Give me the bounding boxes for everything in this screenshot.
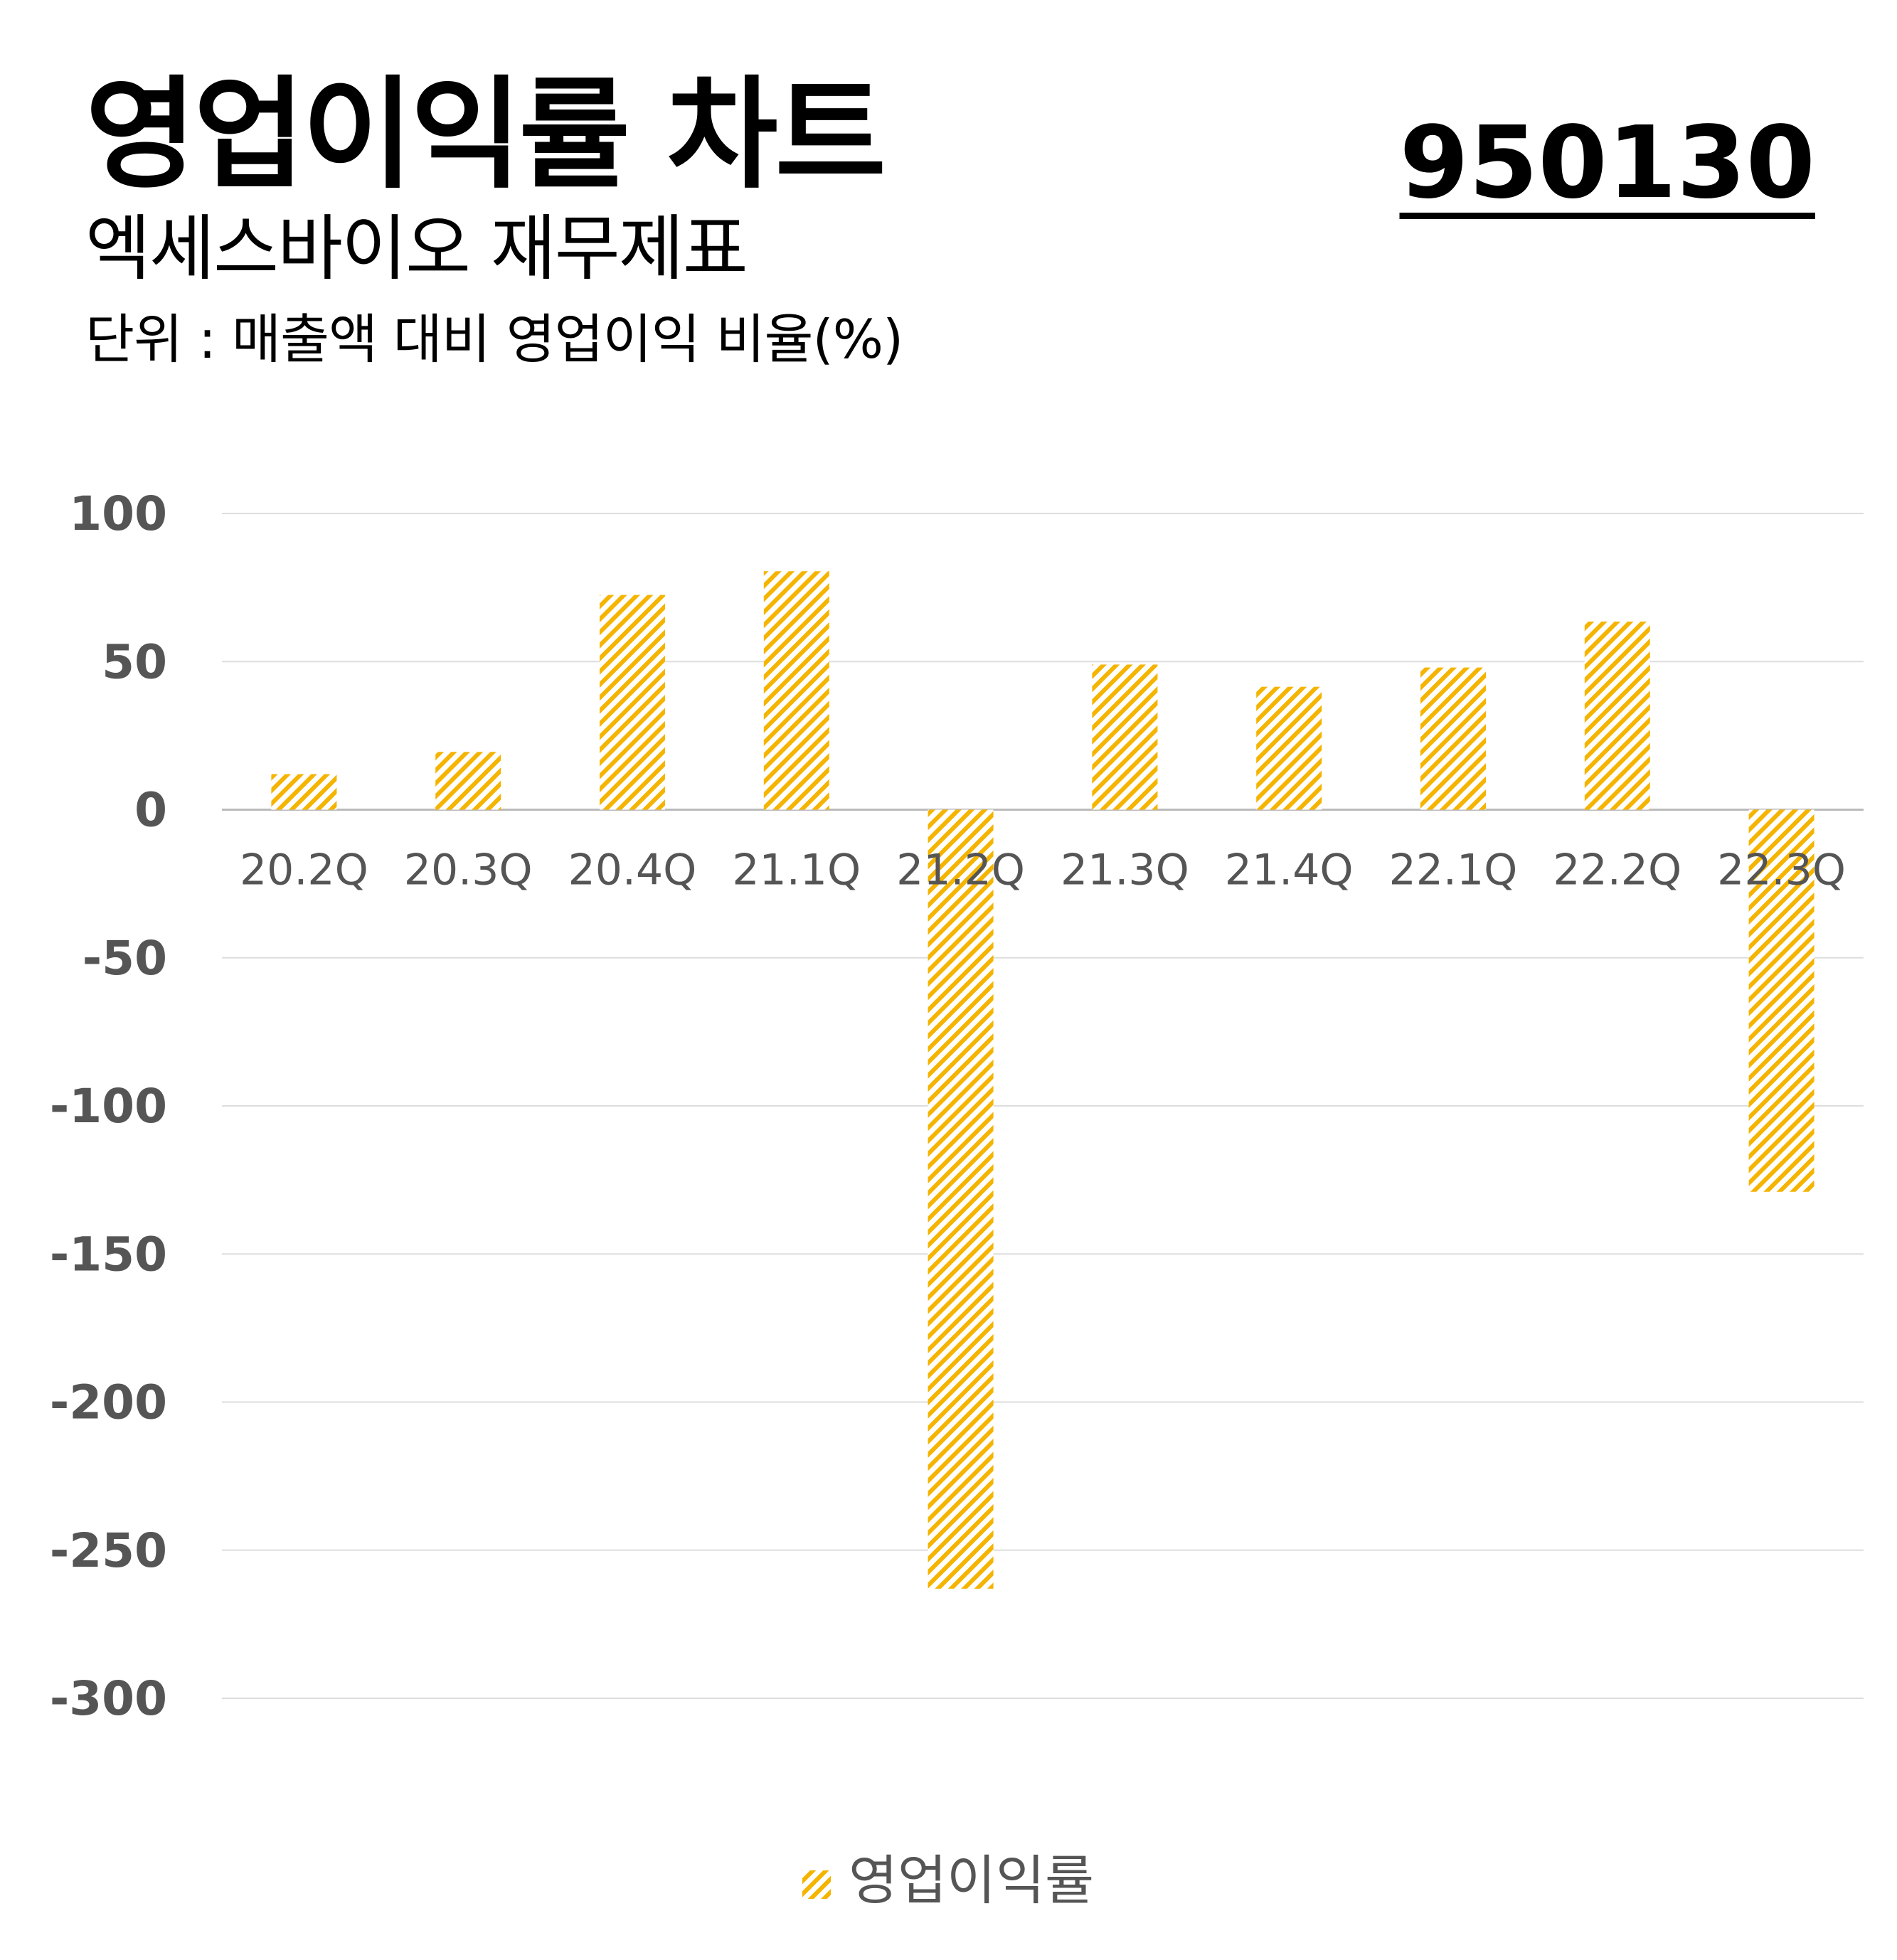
bar-22.3Q (1748, 809, 1814, 1192)
bar-20.3Q (435, 752, 501, 810)
legend-swatch (802, 1870, 831, 1899)
y-tick-label: 100 (69, 486, 167, 541)
y-axis-ticks: 100 50 0 -50 -100 -150 -200 -250 -300 (50, 486, 167, 1726)
bar-22.1Q (1420, 667, 1486, 810)
x-tick-label: 21.1Q (732, 846, 861, 895)
unit-note: 단위 : 매출액 대비 영업이익 비율(%) (85, 308, 903, 371)
stock-code: 950130 (1399, 105, 1815, 221)
y-tick-label: -150 (50, 1227, 167, 1282)
bar-21.4Q (1256, 686, 1322, 810)
legend-label: 영업이익률 (849, 1849, 1094, 1912)
bar-22.2Q (1584, 622, 1650, 810)
y-tick-label: -300 (50, 1671, 167, 1726)
x-axis-ticks: 20.2Q 20.3Q 20.4Q 21.1Q 21.2Q 21.3Q 21.4Q 22.1Q… (240, 846, 1846, 895)
x-tick-label: 22.1Q (1389, 846, 1518, 895)
x-tick-label: 22.2Q (1553, 846, 1681, 895)
y-tick-label: 50 (102, 634, 167, 689)
legend: 영업이익률 (802, 1849, 1094, 1912)
bar-21.3Q (1092, 664, 1158, 810)
y-tick-label: -100 (50, 1079, 167, 1134)
x-tick-label: 20.2Q (240, 846, 368, 895)
chart-title: 영업이익률 차트 (85, 65, 886, 206)
bars (271, 571, 1814, 1589)
x-tick-label: 20.3Q (404, 846, 533, 895)
y-tick-label: -50 (83, 931, 167, 986)
bar-21.2Q (928, 809, 994, 1589)
y-tick-label: -250 (50, 1523, 167, 1578)
y-tick-label: -200 (50, 1375, 167, 1430)
bar-21.1Q (763, 571, 829, 810)
bar-20.4Q (600, 595, 665, 810)
x-tick-label: 22.3Q (1717, 846, 1846, 895)
bar-20.2Q (271, 774, 337, 810)
y-tick-label: 0 (134, 783, 167, 838)
x-tick-label: 21.3Q (1061, 846, 1189, 895)
x-tick-label: 21.4Q (1225, 846, 1354, 895)
chart-subtitle: 엑세스바이오 재무제표 (85, 207, 748, 290)
x-tick-label: 20.4Q (568, 846, 697, 895)
x-tick-label: 21.2Q (896, 846, 1025, 895)
